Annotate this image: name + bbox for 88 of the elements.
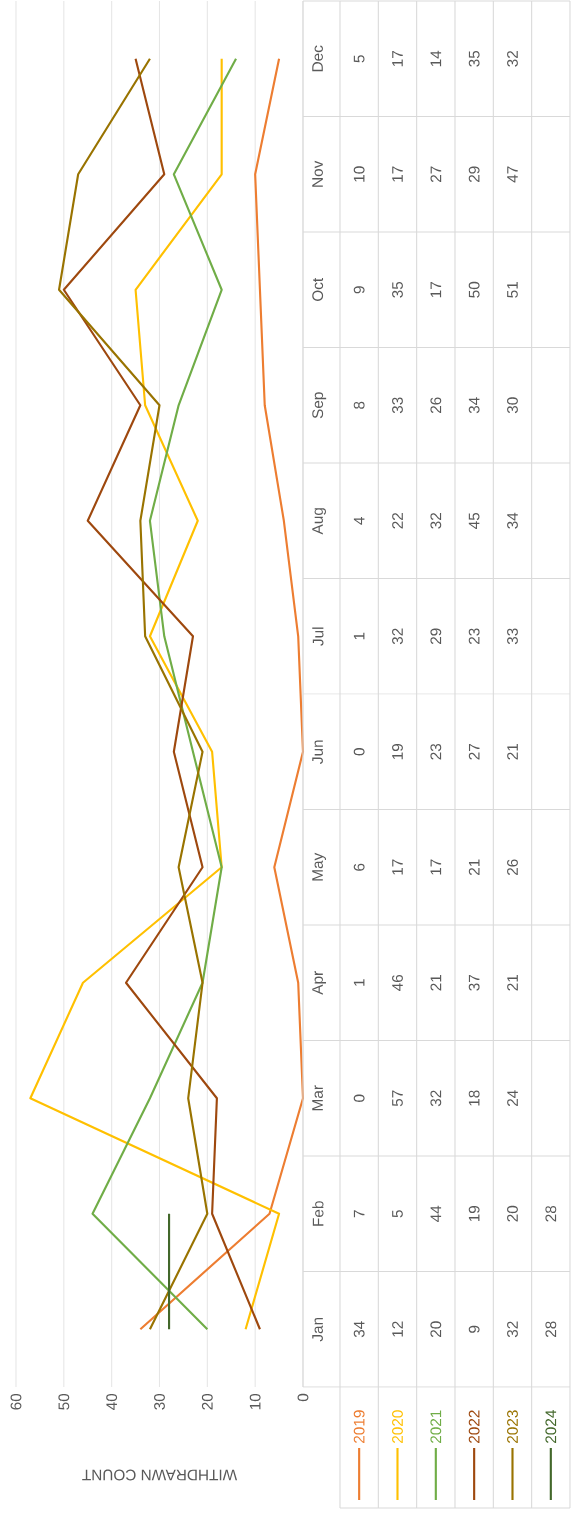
y-tick-label: Sep (312, 392, 327, 419)
data-label: 10 (353, 166, 365, 182)
data-label: 17 (392, 859, 403, 875)
data-label: 32 (507, 51, 518, 67)
x-tick-label: 60 (10, 1393, 22, 1410)
data-label: 9 (353, 286, 365, 294)
data-label: 22 (392, 513, 403, 529)
y-tick-label: Feb (312, 1201, 324, 1226)
text: 2023 (507, 1410, 518, 1443)
data-label: 21 (507, 974, 518, 991)
x-tick-label: 0 (297, 1393, 309, 1402)
data-label: 12 (392, 1321, 403, 1337)
y-tick-label: Aug (312, 508, 326, 535)
data-label: 24 (507, 1090, 518, 1107)
data-label: 17 (430, 859, 442, 875)
data-label: 46 (392, 974, 403, 991)
data-label: 19 (392, 743, 403, 760)
data-label: 28 (545, 1321, 557, 1338)
data-label: 33 (507, 628, 518, 645)
data-label: 47 (507, 166, 518, 183)
data-label: 32 (430, 513, 442, 529)
data-label: 29 (430, 628, 442, 645)
data-label: 45 (468, 512, 480, 529)
data-label: 18 (468, 1090, 480, 1106)
data-label: 17 (430, 282, 442, 298)
data-label: 32 (392, 628, 403, 645)
data-label: 34 (468, 397, 480, 414)
y-tick-label: May (312, 852, 326, 881)
data-label: 51 (507, 282, 518, 298)
data-label: 17 (392, 51, 403, 67)
data-label: 35 (468, 50, 480, 67)
text: 2021 (430, 1410, 442, 1443)
y-tick-label: Jan (312, 1317, 323, 1342)
data-label: 1 (353, 979, 365, 986)
y-tick-label: Oct (312, 277, 324, 301)
data-label: 14 (430, 50, 442, 67)
y-tick-label: Jul (312, 627, 324, 646)
data-label: 23 (430, 743, 442, 760)
data-label: 29 (468, 166, 480, 183)
data-label: 27 (430, 166, 442, 183)
data-label: 34 (507, 512, 518, 529)
data-label: 7 (353, 1210, 365, 1218)
x-tick-label: 20 (201, 1393, 213, 1410)
data-label: 50 (468, 281, 480, 298)
y-tick-label: Mar (312, 1085, 323, 1111)
data-label: 21 (507, 743, 518, 760)
data-label: 6 (353, 863, 365, 871)
data-label: 35 (392, 281, 403, 298)
data-label: 32 (507, 1321, 518, 1338)
x-tick-label: 10 (249, 1393, 261, 1410)
x-tick-label: 30 (154, 1393, 165, 1410)
y-tick-label: Dec (312, 45, 323, 72)
data-label: 20 (507, 1205, 518, 1222)
data-label: 0 (353, 748, 365, 756)
data-label: 9 (468, 1325, 480, 1333)
data-label: 19 (468, 1205, 480, 1222)
x-tick-label: 40 (106, 1393, 118, 1410)
data-label: 37 (468, 975, 480, 991)
data-label: 26 (507, 859, 518, 876)
y-tick-label: Nov (312, 160, 323, 187)
y-tick-label: Jun (312, 740, 323, 764)
data-label: 33 (392, 397, 403, 414)
data-label: 17 (392, 166, 403, 182)
data-label: 57 (392, 1090, 403, 1107)
data-label: 28 (545, 1205, 557, 1222)
data-label: 1 (353, 632, 365, 640)
data-label: 21 (430, 974, 442, 991)
data-label: 26 (430, 397, 442, 414)
data-label: 8 (353, 401, 365, 409)
data-label: 5 (353, 55, 365, 63)
data-label: 20 (430, 1321, 442, 1338)
text: 2024 (545, 1410, 557, 1443)
data-label: 21 (468, 859, 480, 876)
data-label: 0 (353, 1094, 365, 1102)
data-label: 30 (507, 397, 518, 414)
text: 2019 (353, 1410, 365, 1443)
x-tick-label: 50 (58, 1393, 70, 1410)
text: 2022 (468, 1410, 480, 1443)
x-axis-title: WITHDRAWN COUNT (82, 1469, 238, 1481)
data-label: 44 (430, 1205, 442, 1222)
y-tick-label: Apr (312, 971, 326, 995)
data-label: 4 (353, 516, 365, 525)
data-label: 34 (353, 1321, 365, 1338)
data-label: 32 (430, 1090, 442, 1107)
data-label: 23 (468, 628, 480, 645)
text: 2020 (392, 1410, 403, 1443)
data-label: 27 (468, 744, 480, 760)
data-label: 5 (392, 1210, 403, 1218)
